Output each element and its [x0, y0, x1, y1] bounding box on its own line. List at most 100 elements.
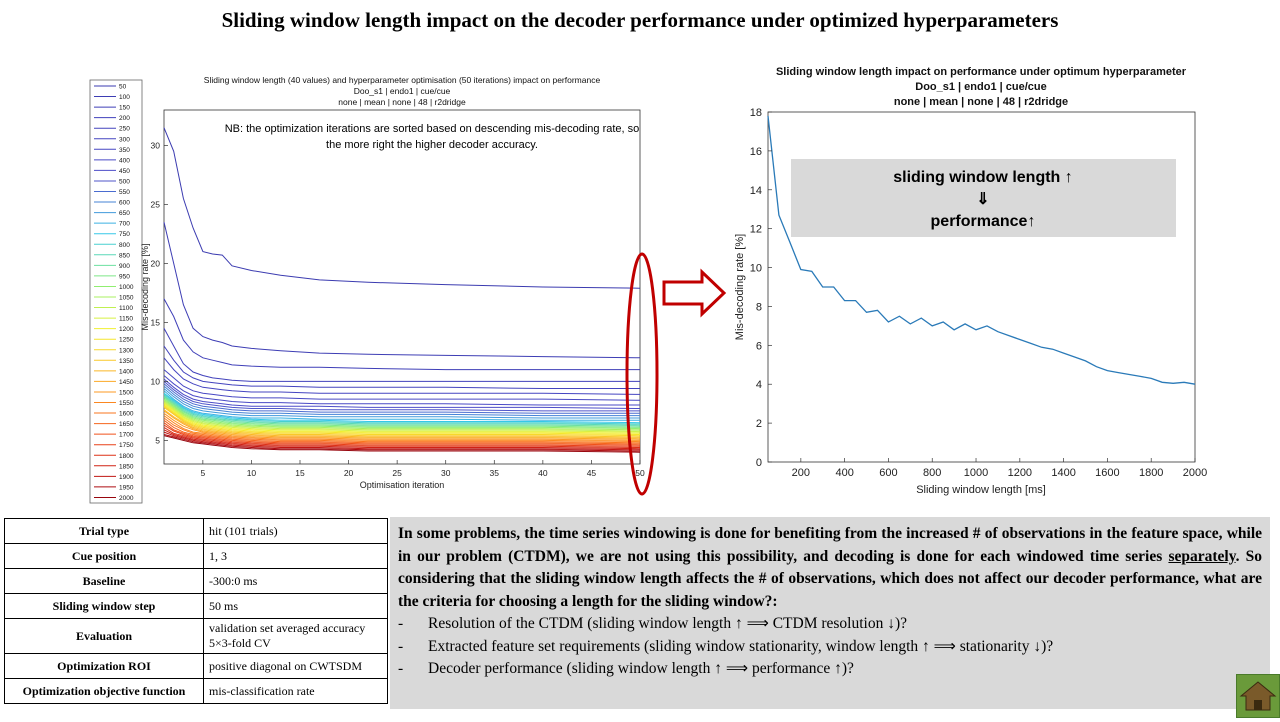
conclusion-box	[791, 159, 1176, 237]
x-tick-label: 800	[923, 467, 941, 479]
right-chart: Sliding window length impact on performa…	[734, 66, 1207, 496]
legend-label: 1050	[119, 295, 134, 302]
legend-label: 150	[119, 105, 130, 112]
x-tick-label: 1600	[1095, 467, 1119, 479]
criteria-text: Decoder performance (sliding window leng…	[428, 660, 854, 677]
legend-label: 50	[119, 84, 127, 91]
y-tick-label: 30	[151, 140, 161, 150]
conclusion-line: sliding window length ↑	[893, 169, 1073, 186]
left-xlabel: Optimisation iteration	[360, 480, 445, 490]
legend-label: 100	[119, 94, 130, 101]
param-key: Evaluation	[4, 618, 204, 654]
criteria-item: - Resolution of the CTDM (sliding window …	[398, 613, 1262, 636]
params-table: Trial type hit (101 trials) Cue position 1,…	[4, 518, 388, 704]
series-line-350	[163, 369, 641, 401]
series-line-800	[163, 393, 641, 425]
conclusion-line: ⇓	[976, 191, 989, 208]
annotation-line: NB: the optimization iterations are sort…	[225, 123, 640, 135]
series-line-600	[163, 385, 640, 417]
left-series-lines	[163, 127, 641, 453]
legend-label: 1350	[119, 358, 134, 365]
series-line-1150	[163, 402, 641, 433]
params-row: Optimization objective function mis-class…	[4, 678, 388, 704]
legend-label: 850	[119, 252, 130, 259]
series-line-1250	[163, 404, 641, 435]
legend-label: 800	[119, 242, 130, 249]
x-tick-label: 50	[635, 468, 645, 478]
legend-label: 1100	[119, 305, 133, 312]
criteria-list: - Resolution of the CTDM (sliding window …	[398, 613, 1262, 681]
series-line-1600	[163, 417, 641, 444]
performance-line	[767, 115, 1196, 385]
right-axes: 200 400 600 800 1000 1200 1400 1600 1800 2000 0 2 4 6…	[750, 107, 1207, 479]
y-tick-label: 6	[756, 340, 762, 352]
left-chart-title: Sliding window length (40 values) and hy…	[204, 75, 601, 107]
criteria-text: Extracted feature set requirements (slid…	[428, 637, 1054, 655]
y-tick-label: 25	[151, 199, 161, 209]
x-tick-label: 35	[490, 468, 500, 478]
series-line-450	[163, 378, 641, 409]
legend-label: 1450	[119, 379, 134, 386]
params-row: Trial type hit (101 trials)	[4, 518, 388, 544]
home-button[interactable]	[1236, 674, 1280, 718]
y-tick-label: 10	[151, 376, 161, 386]
series-line-1100	[163, 401, 641, 432]
left-chart-title-line: none | mean | none | 48 | r2dridge	[338, 97, 466, 107]
series-line-1550	[163, 415, 641, 443]
param-key: Optimization ROI	[4, 653, 204, 679]
x-tick-label: 30	[441, 468, 451, 478]
left-axes: 5 10 15 20 25 30 35 40 45 50 5 10 15 20 25 30	[151, 140, 645, 478]
param-value: validation set averaged accuracy 5×3-fol…	[203, 618, 388, 654]
series-line-1000	[163, 398, 641, 430]
right-arrow-shape	[662, 268, 727, 318]
legend-label: 700	[119, 221, 130, 228]
legend-label: 1150	[119, 316, 133, 323]
x-tick-label: 1000	[964, 467, 988, 479]
left-chart-title-line: Sliding window length (40 values) and hy…	[204, 75, 601, 85]
conclusion-text: sliding window length ↑ ⇓ performance↑	[893, 169, 1073, 230]
legend-label: 200	[119, 115, 130, 122]
series-line-150	[163, 298, 640, 371]
right-chart-title-line: Sliding window length impact on performa…	[776, 66, 1187, 78]
x-tick-label: 25	[392, 468, 402, 478]
param-key: Trial type	[4, 518, 204, 544]
series-line-50	[163, 127, 641, 289]
series-line-100	[163, 221, 641, 359]
series-line-1450	[163, 410, 641, 440]
series-line-1050	[163, 399, 641, 431]
legend-label: 1550	[119, 400, 134, 407]
legend-label: 1650	[119, 421, 134, 428]
legend-label: 1950	[119, 484, 134, 491]
param-key: Optimization objective function	[4, 678, 204, 704]
legend-label: 450	[119, 168, 130, 175]
series-line-1850	[163, 429, 641, 450]
x-tick-label: 2000	[1183, 467, 1207, 479]
y-tick-label: 15	[151, 317, 161, 327]
legend-label: 350	[119, 147, 130, 154]
param-value: mis-classification rate	[203, 678, 388, 704]
series-line-400	[163, 375, 640, 406]
legend-label: 750	[119, 231, 130, 238]
legend-label: 550	[119, 189, 130, 196]
param-value: 1, 3	[203, 543, 388, 569]
legend-label: 1000	[119, 284, 134, 291]
x-tick-label: 45	[587, 468, 597, 478]
bullet-marker: -	[398, 615, 404, 632]
legend-label: 1850	[119, 463, 134, 470]
left-chart: Sliding window length (40 values) and hy…	[89, 75, 645, 504]
param-key: Sliding window step	[4, 593, 204, 619]
discussion-note: In some problems, the time series window…	[390, 517, 1270, 709]
legend-label: 650	[119, 210, 130, 217]
x-tick-label: 20	[344, 468, 354, 478]
underlined-word: separately	[1168, 547, 1236, 565]
right-xlabel: Sliding window length [ms]	[916, 484, 1046, 496]
right-chart-title: Sliding window length impact on performa…	[776, 66, 1187, 108]
param-key: Baseline	[4, 568, 204, 594]
series-line-1700	[163, 422, 641, 446]
legend-label: 1800	[119, 453, 134, 460]
param-value: hit (101 trials)	[203, 518, 388, 544]
x-tick-label: 400	[835, 467, 853, 479]
y-tick-label: 4	[756, 379, 762, 391]
series-line-300	[163, 357, 641, 395]
legend-label: 1500	[119, 389, 134, 396]
